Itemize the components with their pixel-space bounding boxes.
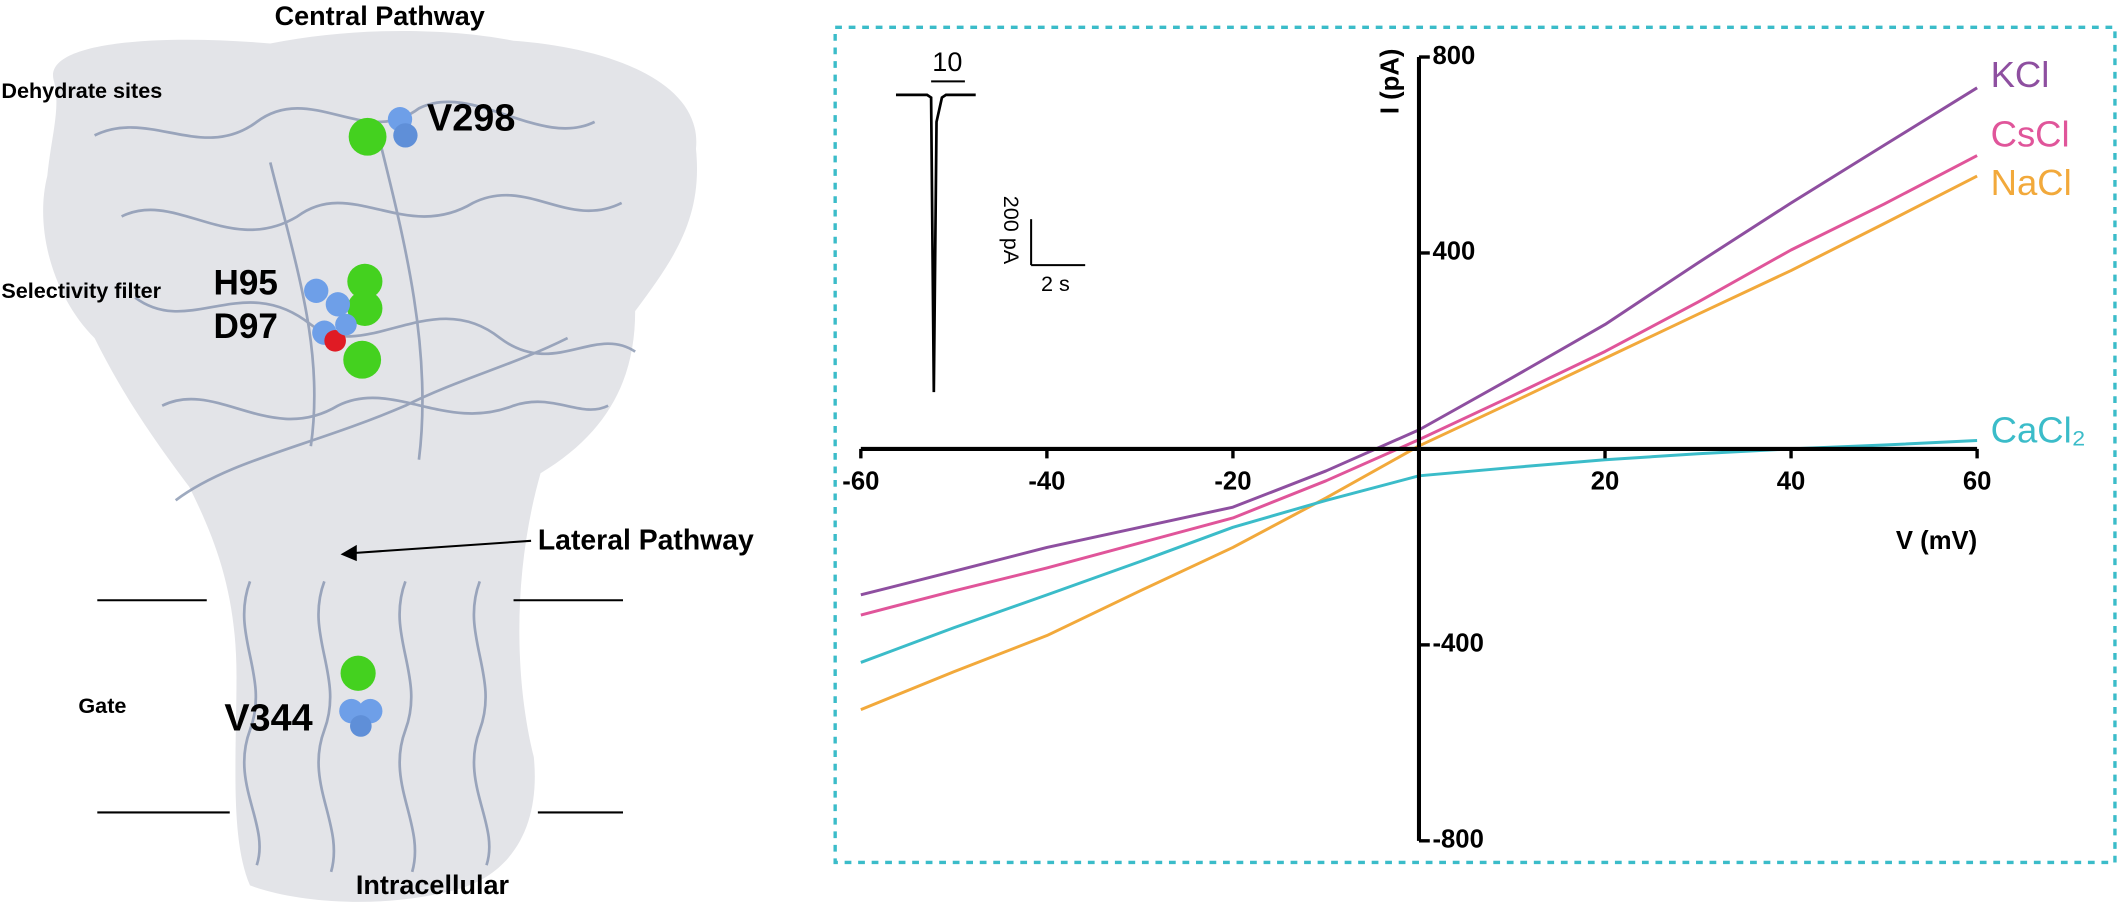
inset-label: 200 pA (999, 196, 1024, 265)
atoms (304, 107, 418, 737)
x-tick-label: 40 (1777, 467, 1806, 495)
inset-trace (895, 93, 976, 393)
label: Central Pathway (275, 1, 485, 31)
label: Dehydrate sites (1, 78, 162, 103)
structure: Central Pathway Dehydrate sites V298 Sel… (1, 1, 754, 902)
y-tick-label: 800 (1432, 42, 1475, 70)
ribbons (93, 100, 636, 873)
label: Intracellular (356, 870, 510, 900)
label: Selectivity filter (1, 278, 161, 303)
x-tick-label: 20 (1591, 467, 1620, 495)
label: H95 (214, 264, 278, 303)
x-tick-label: -60 (842, 467, 879, 495)
x-tick-label: 60 (1963, 467, 1992, 495)
membrane-envelope (43, 30, 698, 902)
panel-border (833, 25, 2117, 865)
label: Gate (78, 693, 126, 718)
inset: 10 200 pA 2 s (895, 47, 1086, 393)
label: D97 (214, 307, 278, 346)
legend-label: KCl (1991, 54, 2050, 95)
y-tick-label: -800 (1432, 826, 1483, 854)
inset-label: 2 s (1041, 271, 1070, 296)
y-tick-label: 400 (1432, 238, 1475, 266)
label: V344 (224, 698, 312, 740)
label: V298 (427, 98, 515, 140)
legend-label: CsCl (1991, 113, 2070, 154)
inset-label: 10 (932, 47, 962, 77)
y-axis-label: I (pA) (1377, 49, 1405, 115)
label: Lateral Pathway (538, 525, 754, 557)
arrow-head (340, 544, 357, 562)
arrow-line (353, 539, 532, 554)
x-axis-label: V (mV) (1896, 527, 1977, 555)
y-tick-label: -400 (1432, 630, 1483, 658)
x-tick-label: -40 (1028, 467, 1065, 495)
x-tick-label: -20 (1214, 467, 1251, 495)
legend-label: CaCl₂ (1991, 409, 2086, 450)
legend-label: NaCl (1991, 162, 2072, 203)
